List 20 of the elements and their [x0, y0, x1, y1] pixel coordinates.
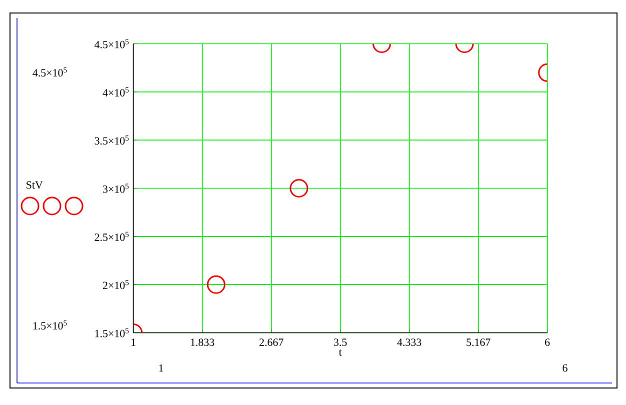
y-axis-title: StV [26, 181, 43, 189]
y-tick-label: 2×10$^{5}$ [102, 280, 129, 290]
text: 1 [159, 364, 164, 372]
x-tick-label: 5.167 [466, 338, 490, 346]
text: 6 [562, 364, 568, 372]
x-tick-label: 2.667 [259, 338, 284, 346]
y-tick-label: 3×10$^{5}$ [103, 184, 129, 193]
x-tick-label: 4.333 [397, 338, 422, 346]
text: 1.5×10$^{5}$ [33, 320, 67, 330]
text: 4.5×10$^{5}$ [32, 67, 67, 77]
x-tick-label: 1.833 [190, 338, 214, 346]
y-tick-label: 2.5×10$^{5}$ [94, 232, 129, 241]
x-axis-title: t [338, 350, 342, 356]
y-tick-label: 4×10$^{5}$ [102, 87, 129, 96]
y-tick-label: 1.5×10$^{5}$ [95, 328, 129, 338]
y-tick-label: 3.5×10$^{5}$ [94, 136, 129, 145]
y-tick-label: 4.5×10$^{5}$ [94, 39, 129, 48]
x-tick-label: 1 [132, 338, 136, 346]
x-tick-label: 6 [545, 338, 550, 346]
x-tick-label: 3.5 [334, 338, 347, 346]
